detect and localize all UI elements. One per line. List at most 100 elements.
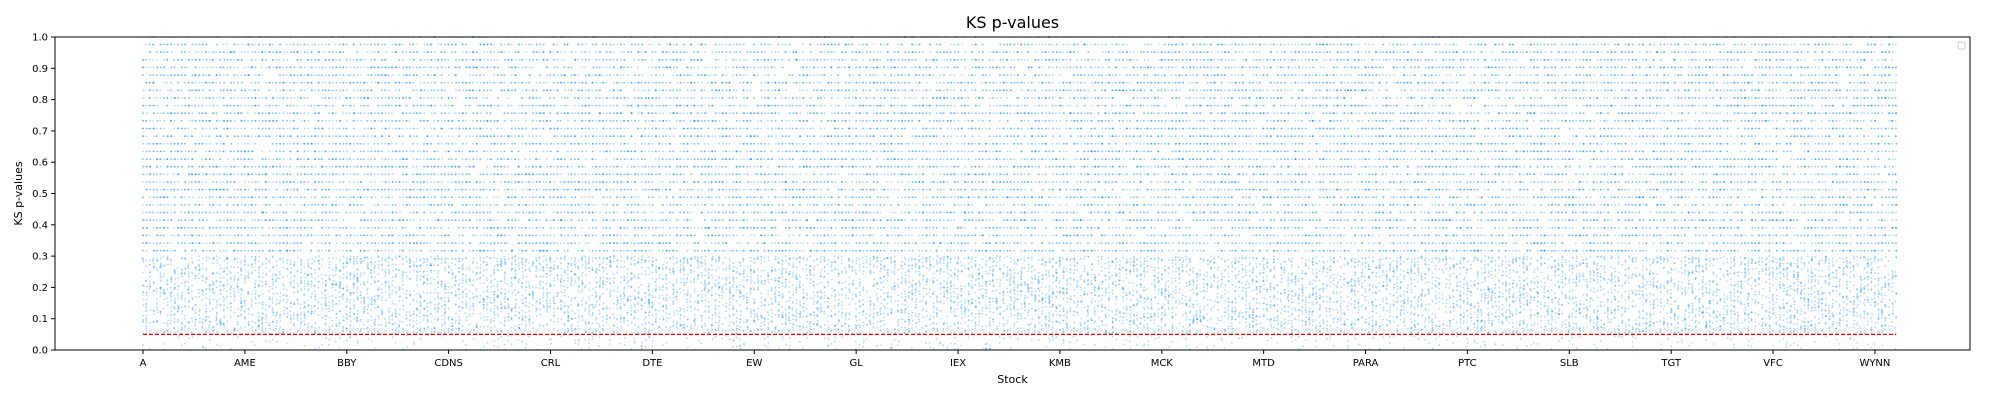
scatter-point [216,313,218,316]
scatter-point [261,97,264,99]
scatter-point [159,274,162,276]
scatter-point [257,260,260,263]
scatter-point [332,219,334,222]
scatter-point [212,329,214,332]
scatter-point [142,173,145,176]
scatter-point [156,196,159,199]
scatter-point [173,308,176,310]
scatter-point [145,249,148,252]
scatter-point [293,97,296,99]
scatter-point [254,302,257,305]
scatter-point [303,204,306,206]
scatter-point [153,112,156,115]
scatter-point [310,66,313,69]
scatter-point [285,289,288,291]
scatter-point [156,58,159,61]
scatter-point [152,43,154,46]
scatter-point [265,204,267,206]
scatter-point [339,135,341,138]
scatter-point [142,226,145,229]
scatter-point [218,58,221,61]
scatter-point [257,320,260,323]
scatter-point [184,258,187,261]
scatter-point [356,120,359,122]
scatter-point [325,279,327,282]
scatter-point [187,337,190,340]
scatter-point [197,165,200,168]
scatter-point [359,234,362,237]
scatter-point [197,277,200,280]
scatter-point [335,323,338,325]
scatter-point [257,325,260,327]
scatter-point [332,280,335,282]
scatter-point [339,321,341,324]
scatter-point [226,165,228,168]
scatter-point [261,219,263,222]
scatter-point [236,81,239,84]
scatter-point [332,58,335,61]
scatter-point [229,196,232,199]
scatter-point [254,104,257,107]
scatter-point [282,135,285,138]
scatter-point [191,43,194,46]
scatter-point [321,282,324,285]
scatter-point [339,287,341,290]
scatter-point [226,211,229,214]
scatter-point [229,173,232,176]
scatter-point [247,271,250,273]
scatter-point [183,342,186,345]
scatter-point [211,196,214,199]
scatter-point [149,158,152,161]
scatter-point [328,310,331,313]
scatter-point [262,120,264,122]
scatter-point [272,181,274,183]
scatter-point [177,188,180,191]
scatter-point [223,97,225,99]
scatter-point [142,74,144,76]
scatter-point [345,265,348,268]
scatter-point [184,74,187,76]
scatter-point [156,311,159,314]
scatter-point [296,211,299,214]
scatter-point [311,43,313,46]
scatter-point [149,204,152,206]
scatter-point [292,264,295,266]
scatter-point [313,268,316,271]
scatter-point [146,226,148,229]
scatter-point [363,112,366,115]
scatter-point [339,66,342,69]
scatter-point [141,242,144,245]
scatter-point [215,51,218,53]
scatter-point [202,249,205,252]
scatter-point [300,317,302,320]
scatter-point [318,268,320,271]
scatter-point [223,260,226,262]
scatter-point [184,104,187,107]
scatter-point [194,266,197,269]
scatter-point [387,112,390,115]
scatter-point [268,51,271,53]
scatter-point [299,196,302,199]
scatter-point [141,331,144,334]
scatter-point [299,226,302,229]
scatter-point [205,219,208,222]
scatter-point [152,173,155,176]
scatter-point [276,127,278,130]
scatter-point [170,135,173,138]
scatter-point [223,173,226,176]
scatter-point [145,226,148,229]
scatter-point [194,303,197,306]
scatter-point [216,97,219,99]
scatter-point [384,249,387,252]
scatter-point [289,112,292,115]
scatter-point [310,267,313,270]
scatter-point [212,58,215,61]
scatter-point [148,142,151,145]
scatter-point [141,344,144,347]
scatter-point [145,150,148,153]
scatter-point [335,303,338,305]
scatter-point [387,97,390,99]
scatter-point [278,277,281,280]
scatter-point [268,112,270,115]
scatter-point [233,112,236,115]
